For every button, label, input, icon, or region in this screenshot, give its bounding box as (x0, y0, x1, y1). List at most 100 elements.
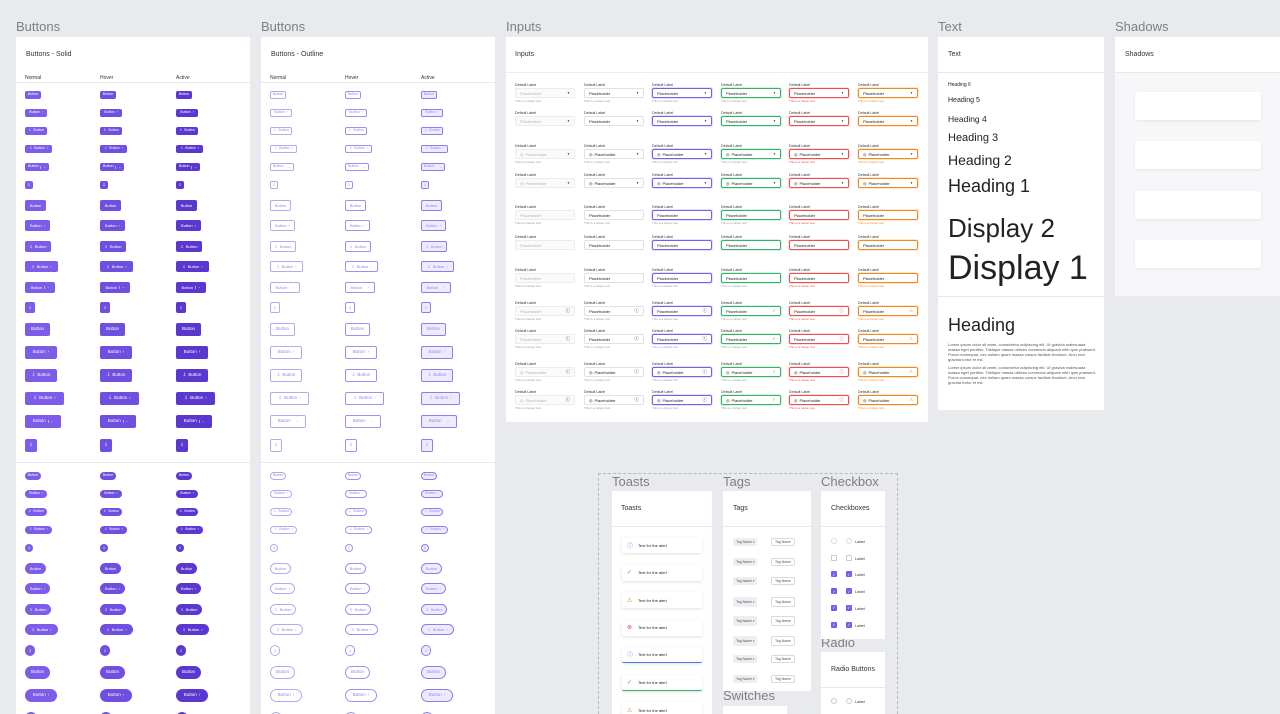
button[interactable]: ⇩ Button › (176, 624, 209, 635)
tag[interactable]: Tag Name ▾ (733, 577, 758, 585)
button[interactable]: Button (100, 323, 125, 336)
icon-button[interactable]: ⇩ (421, 181, 429, 189)
text-input[interactable]: ◎ Placeholder ✓ (721, 367, 781, 377)
text-input[interactable]: Placeholder ▼ (515, 116, 575, 126)
button[interactable]: Button (176, 200, 197, 211)
button[interactable]: Button › (100, 109, 122, 117)
button[interactable]: Button › (176, 346, 208, 359)
button[interactable]: Button › (421, 220, 446, 231)
text-input[interactable]: Placeholder (652, 273, 712, 283)
button[interactable]: ⇩ Button (421, 127, 443, 135)
text-input[interactable]: Placeholder (789, 240, 849, 250)
text-input[interactable]: Placeholder ⓘ (515, 306, 575, 316)
button[interactable]: Button ⌄ (270, 415, 306, 428)
button[interactable]: ⇩ Button › (270, 145, 297, 153)
button[interactable]: Button (270, 563, 291, 574)
button[interactable]: ⇩ Button (100, 508, 122, 516)
toast[interactable]: ⊗ Text for the alert (622, 619, 702, 636)
button[interactable]: ⇩ Button (176, 508, 198, 516)
tag[interactable]: Tag Name ▾ (733, 557, 758, 566)
button[interactable]: Button › (270, 109, 292, 117)
tag[interactable]: Tag Name (771, 616, 795, 626)
text-input[interactable]: Placeholder (858, 273, 918, 283)
button[interactable]: ⇩ Button (345, 127, 367, 135)
button[interactable]: Button ⌄ (100, 282, 130, 293)
button[interactable]: ⇩ Button (270, 604, 296, 615)
button[interactable]: ⇩ Button › (100, 145, 127, 153)
text-input[interactable]: Placeholder (789, 210, 849, 220)
text-input[interactable]: ◎ Placeholder ⚠ (858, 395, 918, 405)
button[interactable]: Button (25, 323, 50, 336)
text-input[interactable]: Placeholder ▼ (858, 116, 918, 126)
button[interactable]: ⇩ Button (421, 604, 447, 615)
button[interactable]: Button ⌄ (176, 282, 206, 293)
icon-button[interactable]: ⇩ (100, 645, 110, 656)
button[interactable]: ⇩ Button (25, 508, 47, 516)
button[interactable]: Button ⌄ (25, 282, 55, 293)
button[interactable]: Button (176, 323, 201, 336)
text-input[interactable]: Placeholder (515, 210, 575, 220)
button[interactable]: Button (100, 91, 116, 99)
button[interactable]: ⇩ Button › (100, 261, 133, 272)
button[interactable]: Button (421, 323, 446, 336)
text-input[interactable]: ◎ Placeholder ⚠ (858, 367, 918, 377)
text-input[interactable]: ◎ Placeholder ⓘ (515, 395, 575, 405)
button[interactable]: Button ⌄ (345, 163, 369, 171)
checkbox[interactable]: ✓ (831, 621, 837, 628)
text-input[interactable]: ◎ Placeholder ▼ (584, 178, 644, 188)
text-input[interactable]: Placeholder ⓘ (584, 334, 644, 344)
button[interactable]: Button (100, 712, 112, 714)
button[interactable]: Button › (25, 109, 47, 117)
button[interactable]: Button ⌄ (100, 163, 124, 171)
toast[interactable]: ✓ Text for the alert (622, 564, 702, 581)
icon-button[interactable]: ⇩ (25, 302, 35, 313)
button[interactable]: Button ⌄ (421, 163, 445, 171)
button[interactable]: ⇩ Button (421, 241, 447, 252)
text-input[interactable]: Placeholder ⓘ (652, 306, 712, 316)
button[interactable]: ⇩ Button (345, 604, 371, 615)
text-input[interactable]: Placeholder ▼ (652, 88, 712, 98)
text-input[interactable]: ◎ Placeholder ▼ (515, 149, 575, 159)
button[interactable]: Button › (25, 346, 57, 359)
text-input[interactable]: ◎ Placeholder ▼ (721, 149, 781, 159)
tag[interactable]: Tag Name ▾ (733, 635, 758, 646)
icon-button[interactable]: ⇩ (100, 302, 110, 313)
icon-button[interactable]: ⇩ (270, 302, 280, 313)
text-input[interactable]: Placeholder (584, 210, 644, 220)
text-input[interactable]: ◎ Placeholder ▼ (721, 178, 781, 188)
button[interactable]: ⇩ Button › (421, 392, 460, 405)
text-input[interactable]: Placeholder (858, 240, 918, 250)
button[interactable]: Button › (100, 490, 122, 498)
button[interactable]: Button › (25, 689, 57, 702)
icon-button[interactable]: ⇩ (100, 544, 108, 552)
icon-button[interactable]: ⇩ (100, 181, 108, 189)
checkbox[interactable] (831, 554, 837, 561)
checkbox[interactable] (846, 538, 852, 544)
button[interactable]: Button (176, 712, 188, 714)
button[interactable]: ⇩ Button (25, 369, 57, 382)
button[interactable]: ⇩ Button (345, 508, 367, 516)
button[interactable]: Button (176, 563, 197, 574)
text-input[interactable]: ◎ Placeholder ▼ (789, 178, 849, 188)
button[interactable]: ⇩ Button › (25, 145, 52, 153)
button[interactable]: Button (176, 91, 192, 99)
button[interactable]: ⇩ Button › (176, 526, 203, 534)
button[interactable]: Button ⌄ (345, 282, 375, 293)
button[interactable]: Button (25, 472, 41, 480)
text-input[interactable]: Placeholder ▼ (858, 88, 918, 98)
text-input[interactable]: ◎ Placeholder ▼ (789, 149, 849, 159)
text-input[interactable]: ◎ Placeholder ⓘ (789, 395, 849, 405)
button[interactable]: Button › (421, 346, 453, 359)
button[interactable]: Button › (176, 583, 201, 594)
text-input[interactable]: Placeholder (721, 240, 781, 250)
text-input[interactable]: Placeholder ✓ (721, 334, 781, 344)
tag[interactable]: Tag Name ▾ (733, 674, 758, 683)
text-input[interactable]: ◎ Placeholder ▼ (584, 149, 644, 159)
button[interactable]: ⇩ Button (345, 241, 371, 252)
button[interactable]: Button › (345, 109, 367, 117)
button[interactable]: Button › (270, 689, 302, 702)
button[interactable]: Button (176, 472, 192, 480)
icon-button[interactable]: ⇩ (421, 645, 431, 656)
button[interactable]: ⇩ Button › (270, 526, 297, 534)
text-input[interactable]: ◎ Placeholder ▼ (515, 178, 575, 188)
